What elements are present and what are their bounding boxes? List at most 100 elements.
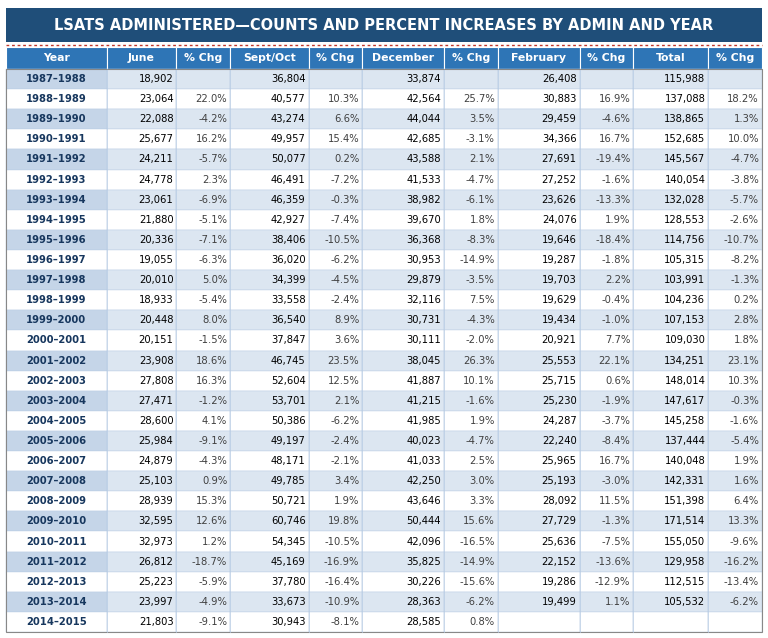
Text: -8.4%: -8.4% [601,436,631,446]
Bar [309,250,362,270]
Text: 2.8%: 2.8% [733,315,759,325]
Bar [580,451,634,471]
Text: -8.3%: -8.3% [466,235,495,245]
Bar [444,572,498,592]
Text: -1.6%: -1.6% [465,396,495,406]
Text: 27,252: 27,252 [541,175,577,184]
Bar [580,552,634,572]
Bar [708,290,762,310]
Bar [230,350,309,371]
Bar [708,431,762,451]
Bar [708,170,762,189]
Bar [177,189,230,210]
Bar [362,290,444,310]
Bar [580,330,634,350]
Text: -2.1%: -2.1% [330,456,359,466]
Bar [230,310,309,330]
Text: 114,756: 114,756 [664,235,705,245]
Text: 32,595: 32,595 [138,516,174,526]
Bar [107,69,177,89]
Text: 30,883: 30,883 [542,94,577,104]
Bar [708,471,762,491]
Bar [230,170,309,189]
Bar [309,230,362,250]
Bar [362,552,444,572]
Text: 8.9%: 8.9% [334,315,359,325]
Text: 112,515: 112,515 [664,577,705,587]
Bar [708,189,762,210]
Text: 19.8%: 19.8% [328,516,359,526]
Bar [580,512,634,531]
Bar [498,411,580,431]
Bar [309,531,362,552]
Text: 1.3%: 1.3% [733,114,759,124]
Text: 171,514: 171,514 [664,516,705,526]
Bar [177,491,230,512]
Text: 27,471: 27,471 [138,396,174,406]
Bar [177,230,230,250]
Bar [107,149,177,170]
Text: Total: Total [656,53,686,63]
Bar [444,89,498,109]
Bar [634,149,708,170]
Text: 30,226: 30,226 [406,577,441,587]
Bar [634,371,708,390]
Bar [309,612,362,632]
Text: 6.6%: 6.6% [334,114,359,124]
Text: 19,286: 19,286 [541,577,577,587]
Bar [230,592,309,612]
Text: 15.3%: 15.3% [196,496,227,507]
Bar [362,330,444,350]
Bar [580,109,634,130]
Text: -3.5%: -3.5% [466,275,495,285]
Text: February: February [511,53,566,63]
Bar [634,612,708,632]
Text: -13.6%: -13.6% [595,556,631,567]
Text: 49,957: 49,957 [270,135,306,144]
Text: 0.9%: 0.9% [202,476,227,486]
Bar [580,350,634,371]
Bar [362,531,444,552]
Bar [444,189,498,210]
Bar [107,350,177,371]
Bar [177,149,230,170]
Text: 35,825: 35,825 [406,556,441,567]
Bar [107,431,177,451]
Bar [498,69,580,89]
Bar [362,471,444,491]
Bar [634,290,708,310]
Bar [230,531,309,552]
Text: -14.9%: -14.9% [459,255,495,265]
Text: 16.3%: 16.3% [196,376,227,385]
Text: 41,533: 41,533 [406,175,441,184]
Text: 46,359: 46,359 [271,195,306,205]
Bar [309,350,362,371]
Text: 3.6%: 3.6% [334,336,359,345]
Text: 1989–1990: 1989–1990 [26,114,87,124]
Text: 24,778: 24,778 [139,175,174,184]
Text: 2.1%: 2.1% [334,396,359,406]
Text: 134,251: 134,251 [664,355,705,366]
Text: 43,588: 43,588 [406,154,441,165]
Text: -10.7%: -10.7% [723,235,759,245]
Bar [107,330,177,350]
Text: 1987–1988: 1987–1988 [26,74,87,84]
Text: 1.9%: 1.9% [605,215,631,225]
Bar [177,89,230,109]
Bar [362,592,444,612]
Bar [444,350,498,371]
Text: 2001–2002: 2001–2002 [26,355,86,366]
Text: 33,558: 33,558 [271,295,306,305]
Text: 25,103: 25,103 [139,476,174,486]
Text: 1991–1992: 1991–1992 [26,154,87,165]
Bar [634,89,708,109]
Bar [444,47,498,69]
Text: -1.0%: -1.0% [601,315,631,325]
Bar [634,572,708,592]
Bar [498,390,580,411]
Bar [708,210,762,230]
Text: -7.1%: -7.1% [198,235,227,245]
Text: -2.4%: -2.4% [330,436,359,446]
Bar [309,47,362,69]
Bar [230,572,309,592]
